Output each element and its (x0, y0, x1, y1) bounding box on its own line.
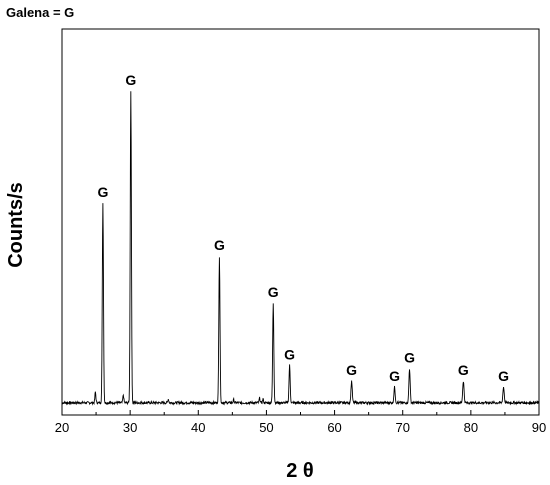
x-tick-label: 90 (532, 420, 546, 435)
peak-label: G (97, 184, 108, 200)
x-tick-label: 80 (464, 420, 478, 435)
spectrum-line (61, 91, 540, 406)
peak-label: G (498, 368, 509, 384)
x-axis-title: 2 θ (286, 460, 314, 482)
x-tick-label: 30 (123, 420, 137, 435)
x-tick-label: 50 (259, 420, 273, 435)
x-tick-label: 40 (191, 420, 205, 435)
x-tick-label: 60 (327, 420, 341, 435)
peak-label: G (389, 368, 400, 384)
peak-label: G (214, 237, 225, 253)
x-axis-ticks: 20 30 40 50 60 70 80 90 (55, 410, 546, 435)
peak-label: G (346, 362, 357, 378)
peak-label: G (125, 72, 136, 88)
x-tick-label: 70 (395, 420, 409, 435)
peak-label: G (458, 362, 469, 378)
peak-label: G (404, 349, 415, 365)
peak-label: G (284, 346, 295, 362)
legend-note: Galena = G (6, 5, 74, 20)
peak-label: G (268, 284, 279, 300)
x-tick-label: 20 (55, 420, 69, 435)
y-axis-title: Counts/s (5, 182, 27, 268)
